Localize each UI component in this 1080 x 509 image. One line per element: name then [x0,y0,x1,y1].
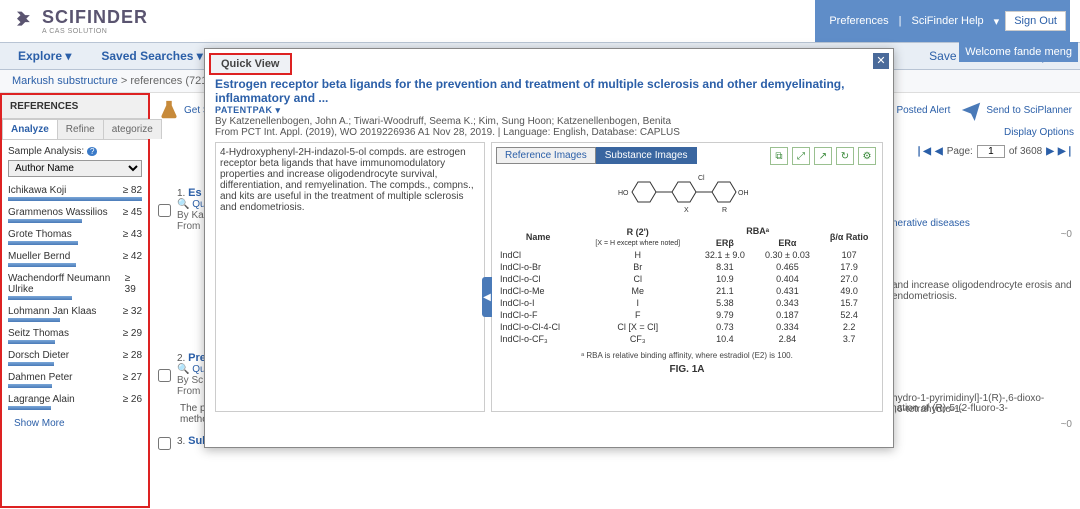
nav-saved[interactable]: Saved Searches ▾ [101,49,202,63]
figure-label: FIG. 1A [496,364,878,375]
gear-icon[interactable]: ⚙ [858,147,876,165]
send-sciplanner-button[interactable]: Send to SciPlanner [960,99,1072,121]
page-last[interactable]: ▶❘ [1058,146,1074,157]
page-prev[interactable]: ◀ [935,146,943,157]
citation-badge: ~0 [892,229,1072,240]
table-row: IndCl-o-ClCl10.90.40427.0 [496,273,878,285]
sample-select[interactable]: Author Name [8,160,142,177]
quickview-tab: Quick View [209,53,292,75]
page-input[interactable] [977,145,1005,158]
author-row[interactable]: Mueller Bernd≥ 42 [8,249,142,263]
references-header: REFERENCES [2,95,148,119]
page-first[interactable]: ❘◀ [915,146,931,157]
sample-label: Sample Analysis: ? [8,146,142,157]
logo-icon [10,7,38,35]
table-row: IndCl-o-MeMe21.10.43149.0 [496,285,878,297]
table-row: IndCl-o-Cl-4-ClCl [X = Cl]0.730.3342.2 [496,321,878,333]
link-icon[interactable]: ↗ [814,147,832,165]
quick-icon[interactable]: 🔍 [177,364,189,375]
tab-substance-images[interactable]: Substance Images [596,147,697,164]
author-row[interactable]: Lohmann Jan Klaas≥ 32 [8,304,142,318]
author-row[interactable]: Lagrange Alain≥ 26 [8,392,142,406]
nav-save[interactable]: Save [929,49,956,63]
author-row[interactable]: Ichikawa Koji≥ 82 [8,183,142,197]
table-row: IndCl-o-BrBr8.310.46517.9 [496,261,878,273]
structure-image: HO OH Cl R X [496,168,878,219]
logo[interactable]: SCIFINDER A CAS SOLUTION [10,7,148,35]
brand-name: SCIFINDER [42,7,148,28]
svg-text:OH: OH [738,190,749,197]
crumb-refs: references (721 [130,75,207,87]
author-row[interactable]: Dorsch Dieter≥ 28 [8,348,142,362]
ref-title[interactable]: Es [188,187,201,199]
sidebar: REFERENCES Analyze Refine ategorize Samp… [0,93,150,508]
qv-abstract: 4-Hydroxyphenyl-2H-indazol-5-ol compds. … [215,142,485,412]
table-row: IndCl-o-CF₃CF₃10.42.843.7 [496,333,878,345]
show-more-link[interactable]: Show More [8,414,142,433]
tab-reference-images[interactable]: Reference Images [496,147,596,164]
welcome-text: Welcome fande meng [959,42,1078,62]
qv-source: From PCT Int. Appl. (2019), WO 201922693… [215,127,883,138]
brand-tagline: A CAS SOLUTION [42,28,148,35]
svg-text:Cl: Cl [698,175,705,182]
author-row[interactable]: Seitz Thomas≥ 29 [8,326,142,340]
author-row[interactable]: Dahmen Peter≥ 27 [8,370,142,384]
refresh-icon[interactable]: ↻ [836,147,854,165]
help-link[interactable]: SciFinder Help [902,15,994,27]
ref-checkbox[interactable] [158,437,171,450]
expand-icon[interactable]: ⤢ [792,147,810,165]
qv-title[interactable]: Estrogen receptor beta ligands for the p… [215,77,883,105]
author-row[interactable]: Wachendorff Neumann Ulrike≥ 39 [8,271,142,296]
panel-handle[interactable]: ◀ [482,277,492,317]
rba-table: Name R (2')[X = H except where noted] RB… [496,225,878,345]
send-icon [960,99,982,121]
help-icon[interactable]: ? [87,147,97,156]
svg-text:R: R [722,207,727,214]
table-row: IndClH32.1 ± 9.00.30 ± 0.03107 [496,249,878,261]
table-footnote: ᵃ RBA is relative binding affinity, wher… [496,351,878,360]
tab-refine[interactable]: Refine [57,119,104,139]
prefs-link[interactable]: Preferences [819,15,898,27]
ref-checkbox[interactable] [158,354,171,397]
tab-analyze[interactable]: Analyze [2,119,58,139]
table-row: IndCl-o-FF9.790.18752.4 [496,309,878,321]
svg-text:X: X [684,207,689,214]
ref-side-link[interactable]: nerative diseases [892,218,970,229]
quick-icon[interactable]: 🔍 [177,199,189,210]
signout-button[interactable]: Sign Out [1005,11,1066,31]
top-right: Preferences| SciFinder Help▾ Sign Out [815,0,1070,42]
crumb-markush[interactable]: Markush substructure [12,75,118,87]
svg-text:HO: HO [618,190,629,197]
author-row[interactable]: Grammenos Wassilios≥ 45 [8,205,142,219]
table-row: IndCl-o-II5.380.34315.7 [496,297,878,309]
copy-icon[interactable]: ⧉ [770,147,788,165]
patentpak-link[interactable]: PATENTPAK ▾ [215,105,883,116]
quickview-modal: Quick View ✕ Estrogen receptor beta liga… [204,48,894,448]
close-icon[interactable]: ✕ [873,53,889,69]
display-options-link[interactable]: Display Options [1004,127,1074,138]
top-bar: SCIFINDER A CAS SOLUTION Preferences| Sc… [0,0,1080,42]
qv-image-panel: ◀ Reference Images Substance Images ⧉ ⤢ … [491,142,883,412]
author-row[interactable]: Grote Thomas≥ 43 [8,227,142,241]
qv-authors: By Katzenellenbogen, John A.; Tiwari-Woo… [215,116,883,127]
flask-icon [158,99,180,121]
pager: ❘◀ ◀ Page: of 3608 ▶ ▶❘ [915,145,1074,158]
page-next[interactable]: ▶ [1046,146,1054,157]
side-tabs: Analyze Refine ategorize [2,119,148,140]
ref-checkbox[interactable] [158,189,171,232]
citation-badge: ~0 [872,419,1072,430]
nav-explore[interactable]: Explore ▾ [18,49,71,63]
